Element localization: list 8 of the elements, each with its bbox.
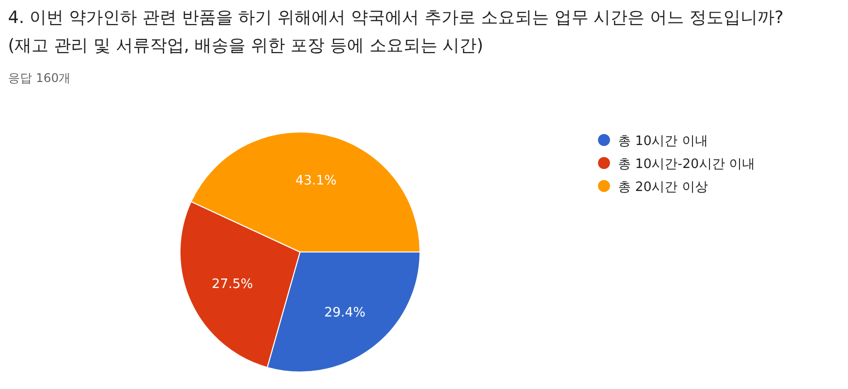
data-label: 29.4% <box>324 305 366 320</box>
chart-title: 4. 이번 약가인하 관련 반품을 하기 위해에서 약국에서 추가로 소요되는 업무 시간은 어느 정도입니까? (재고 관리 및 서류작업, 배송을 위한 포장 등에 소요되는 시간) <box>8 7 784 58</box>
data-label: 43.1% <box>295 173 337 188</box>
legend-label: 총 10시간 이내 <box>618 134 708 149</box>
text: 응답 160개 <box>8 70 71 87</box>
legend-label: 총 10시간-20시간 이내 <box>618 157 756 172</box>
legend-label: 총 20시간 이상 <box>618 180 708 195</box>
data-label: 27.5% <box>212 277 254 292</box>
